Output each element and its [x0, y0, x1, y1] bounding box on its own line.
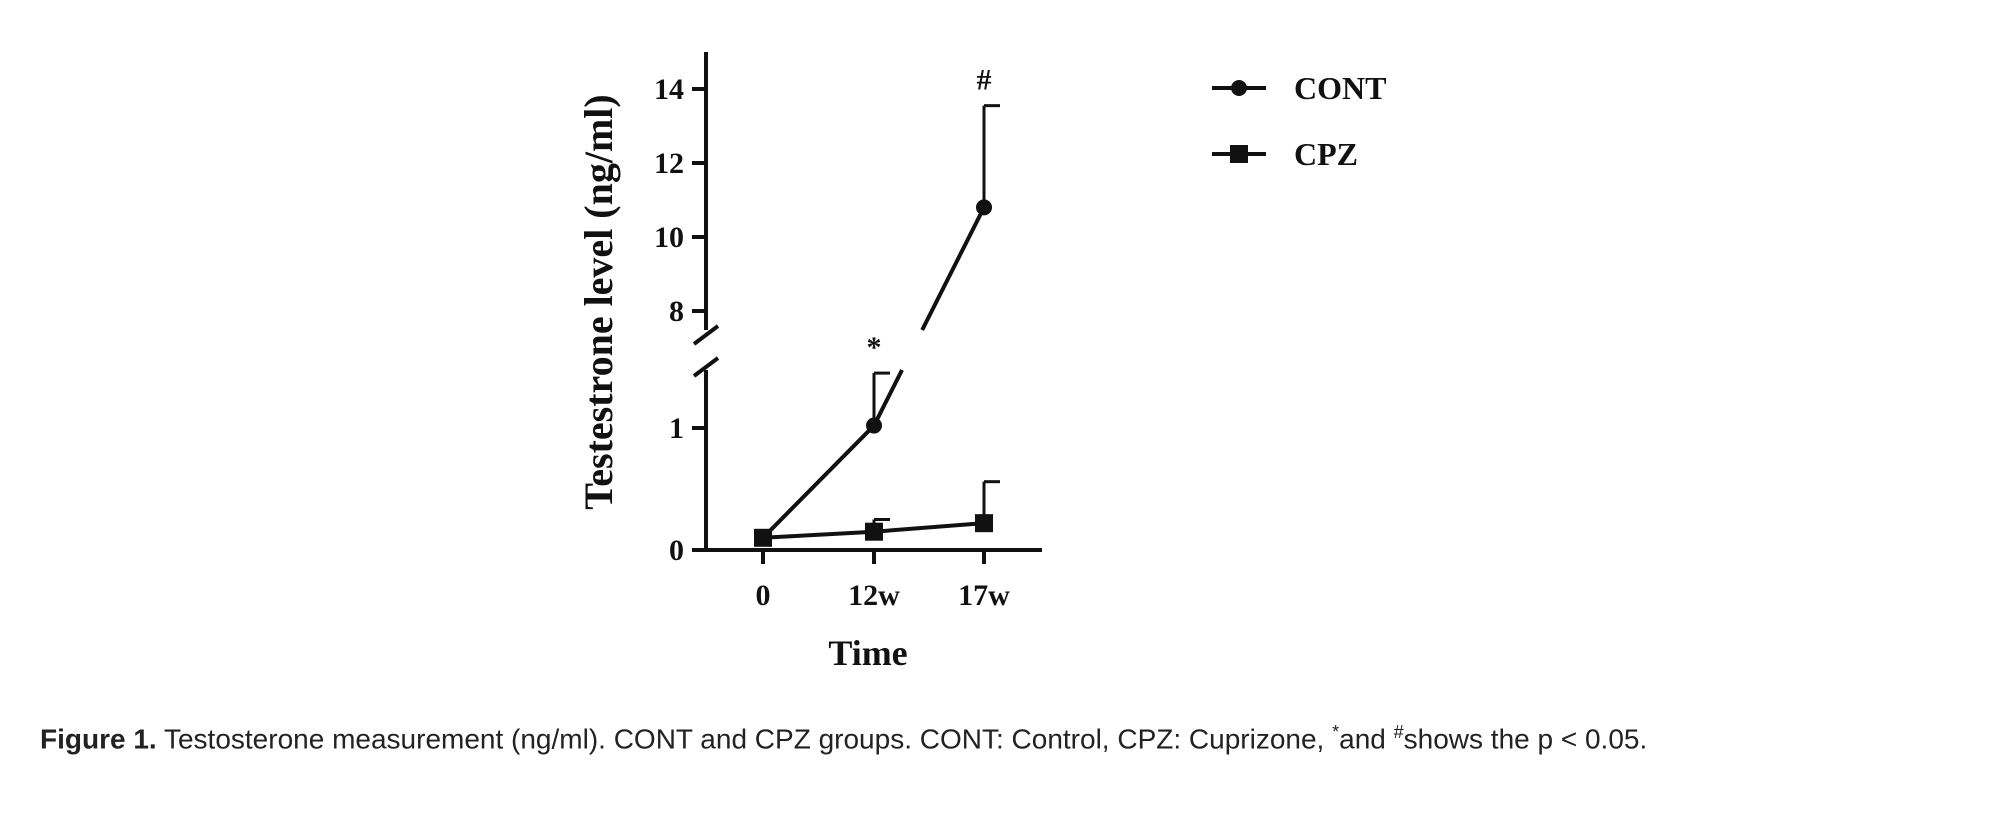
legend-marker: [1230, 145, 1248, 163]
caption-text-1: Testosterone measurement (ng/ml). CONT a…: [156, 723, 1333, 755]
caption-hash: #: [1393, 722, 1404, 742]
figure-caption: Figure 1. Testosterone measurement (ng/m…: [40, 722, 1970, 755]
caption-text-2: and: [1339, 723, 1394, 755]
y-tick-label: 14: [654, 73, 684, 106]
y-ticks: 0 1 8 10 12 14: [654, 73, 706, 567]
series-line-segment: [873, 521, 985, 534]
x-tick-label: 0: [756, 579, 771, 612]
legend: CONT CPZ: [1212, 70, 1386, 172]
data-point: [866, 417, 882, 434]
significance-marker: #: [977, 64, 992, 97]
y-tick-label: 0: [669, 534, 684, 567]
axes: [692, 52, 1042, 552]
axis-break-mark: [692, 324, 720, 346]
series-layer: [754, 104, 1000, 547]
legend-label: CONT: [1294, 70, 1386, 106]
series-line-segment: [762, 529, 875, 540]
y-axis-label: Testestrone level (ng/ml): [576, 94, 621, 510]
figure-label: Figure 1.: [40, 723, 157, 755]
caption-star: *: [1332, 722, 1340, 742]
series-cpz: [754, 480, 1000, 547]
axis-break-mark: [692, 356, 720, 378]
significance-marker: *: [867, 331, 882, 364]
legend-marker: [1231, 80, 1247, 96]
data-point: [975, 514, 993, 533]
data-point: [754, 528, 772, 547]
y-tick-label: 12: [654, 147, 684, 180]
y-tick-label: 10: [654, 221, 684, 254]
x-tick-label: 17w: [958, 579, 1010, 612]
data-point: [976, 199, 992, 216]
y-tick-label: 8: [669, 295, 684, 328]
data-point: [865, 522, 883, 541]
caption-text-3: shows the p < 0.05.: [1403, 723, 1648, 755]
legend-label: CPZ: [1294, 136, 1358, 172]
annotations: *#: [867, 64, 992, 364]
y-tick-label: 1: [669, 412, 684, 445]
x-axis-label: Time: [828, 633, 907, 673]
series-line-segment: [920, 206, 986, 331]
series-line-segment: [872, 369, 904, 427]
series-line-segment: [761, 424, 876, 540]
series-cont: [755, 104, 1000, 546]
x-tick-label: 12w: [848, 579, 900, 612]
x-ticks: 0 12w 17w: [756, 550, 1010, 612]
